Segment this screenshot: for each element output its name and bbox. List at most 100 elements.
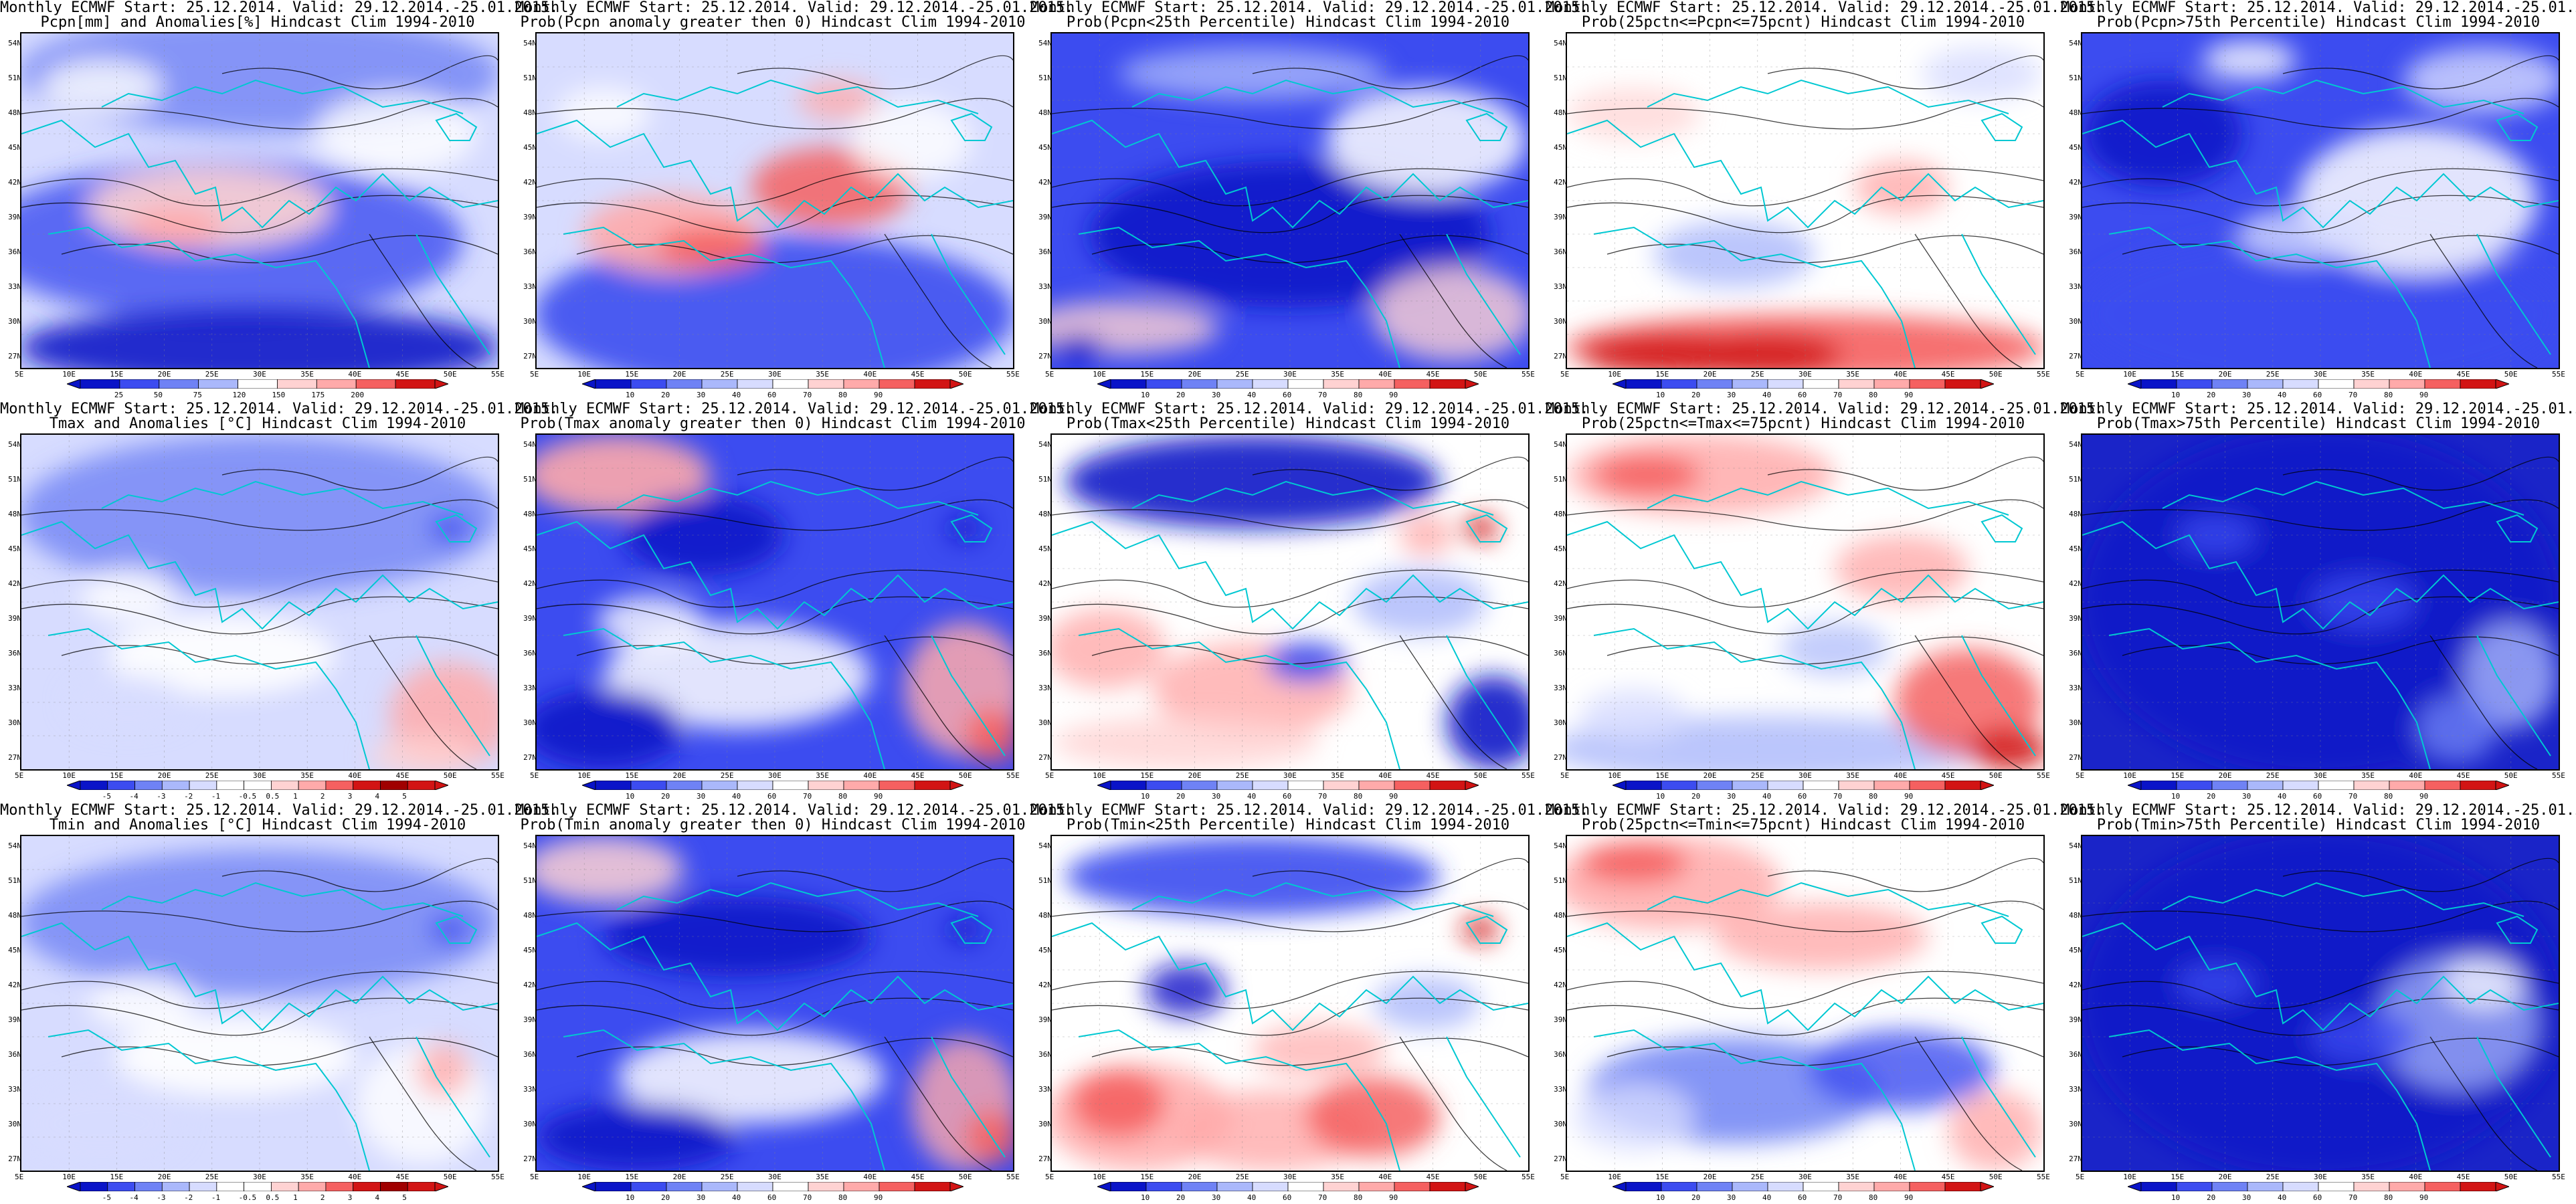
latitude-label: 54N xyxy=(1554,39,1567,47)
colorbar-bin xyxy=(380,1182,408,1191)
colorbar-bin xyxy=(666,1182,703,1191)
colorbar-bin xyxy=(772,781,809,790)
latitude-label: 27N xyxy=(1038,1155,1052,1163)
longitude-label: 5E xyxy=(2076,370,2085,379)
map-panel-pcpn-lt25: Monthly ECMWF Start: 25.12.2014. Valid: … xyxy=(1030,0,1588,401)
shaded-region xyxy=(41,60,162,114)
colorbar-label: 175 xyxy=(311,391,325,399)
colorbar-bin xyxy=(2140,379,2177,389)
map-panel-tmin-mid: Monthly ECMWF Start: 25.12.2014. Valid: … xyxy=(1546,803,2104,1204)
latitude-label: 51N xyxy=(1554,475,1567,484)
latitude-label: 27N xyxy=(523,352,537,361)
contour-line xyxy=(2122,235,2559,264)
longitude-label: 40E xyxy=(348,1173,362,1181)
latitude-label: 39N xyxy=(523,1015,537,1024)
longitude-label: 50E xyxy=(1473,1173,1487,1181)
longitude-label: 50E xyxy=(1989,771,2003,780)
colorbar-bin xyxy=(914,379,951,389)
latitude-label: 48N xyxy=(523,108,537,117)
colorbar xyxy=(1097,781,1479,790)
contour-line xyxy=(1567,499,2043,531)
latitude-label: 33N xyxy=(8,684,21,692)
colorbar-bin xyxy=(2424,1182,2461,1191)
contour-line xyxy=(1767,858,2043,892)
longitude-label: 45E xyxy=(2456,1173,2470,1181)
contour-line xyxy=(1914,635,2023,769)
latitude-label: 27N xyxy=(1554,753,1567,762)
latitude-label: 39N xyxy=(523,213,537,221)
contour-line xyxy=(21,98,498,130)
colorbar-label: -0.5 xyxy=(238,792,257,801)
latitude-label: 39N xyxy=(2069,213,2082,221)
colorbar-bin xyxy=(244,1182,272,1191)
colorbar-bin xyxy=(1661,1182,1697,1191)
colorbar-label: 0.5 xyxy=(266,792,280,801)
colorbar-label: 150 xyxy=(272,391,286,399)
colorbar-bin xyxy=(1838,781,1875,790)
latitude-label: 42N xyxy=(523,178,537,187)
latitude-label: 54N xyxy=(523,841,537,850)
shaded-region xyxy=(1052,716,1319,769)
contour-line xyxy=(1914,1036,2023,1171)
latitude-label: 33N xyxy=(523,282,537,291)
map-field xyxy=(1566,433,2045,771)
latitude-label: 27N xyxy=(523,753,537,762)
colorbar-label: 2 xyxy=(320,792,325,801)
colorbar-bin xyxy=(1181,1182,1218,1191)
map-field xyxy=(2081,835,2560,1172)
shaded-region xyxy=(537,1104,737,1171)
longitude-label: 35E xyxy=(2361,1173,2375,1181)
colorbar-bin xyxy=(1145,781,1182,790)
colorbar-label: 40 xyxy=(1762,792,1772,801)
contour-line xyxy=(1606,1037,2043,1066)
latitude-label: 42N xyxy=(8,579,21,588)
shaded-region xyxy=(1353,569,1487,635)
longitude-label: 20E xyxy=(2218,771,2232,780)
longitude-label: 20E xyxy=(1188,1173,1202,1181)
longitude-label: 5E xyxy=(2076,771,2085,780)
colorbar-bin xyxy=(1216,1182,1253,1191)
shaded-field-svg xyxy=(21,836,498,1171)
colorbar-bin xyxy=(2353,1182,2390,1191)
coastline xyxy=(1567,480,2043,769)
colorbar-bin xyxy=(2176,379,2213,389)
colorbar-label: 30 xyxy=(697,1193,706,1202)
colorbar-label: 90 xyxy=(1904,391,1914,399)
shaded-region xyxy=(430,916,470,943)
latitude-label: 45N xyxy=(8,544,21,553)
contour-line xyxy=(2082,98,2559,130)
longitude-label: 35E xyxy=(816,1173,830,1181)
colorbar-bin xyxy=(216,1182,245,1191)
longitude-label: 40E xyxy=(348,370,362,379)
colorbar-low-arrow xyxy=(1613,379,1627,389)
shaded-region xyxy=(1580,843,1687,883)
colorbar-bin xyxy=(134,1182,163,1191)
shaded-region xyxy=(2176,963,2256,1003)
colorbar-label: 20 xyxy=(661,391,670,399)
longitude-label: 20E xyxy=(1188,771,1202,780)
contour-line xyxy=(1399,233,1507,368)
colorbar-bin xyxy=(2389,1182,2425,1191)
colorbar-bin xyxy=(843,1182,880,1191)
colorbar-label: 10 xyxy=(626,792,635,801)
colorbar-label: 40 xyxy=(2278,391,2287,399)
colorbar-bin xyxy=(2282,781,2319,790)
colorbar-label: -2 xyxy=(184,1193,193,1202)
colorbar-bin xyxy=(325,1182,354,1191)
latitude-label: 27N xyxy=(1038,352,1052,361)
shaded-field-svg xyxy=(537,435,1013,769)
latitude-label: 42N xyxy=(523,579,537,588)
colorbar-bin xyxy=(630,1182,667,1191)
shaded-field-svg xyxy=(1052,435,1528,769)
map-field xyxy=(2081,32,2560,369)
longitude-label: 10E xyxy=(1608,1173,1622,1181)
colorbar-label: -4 xyxy=(129,1193,139,1202)
colorbar-bin xyxy=(244,781,272,790)
colorbar-bin xyxy=(1625,379,1662,389)
colorbar-low-arrow xyxy=(2128,1182,2142,1191)
colorbar-bin xyxy=(353,1182,381,1191)
contour-line xyxy=(537,997,1013,1036)
colorbar-bin xyxy=(1732,781,1768,790)
latitude-label: 42N xyxy=(1038,981,1052,989)
